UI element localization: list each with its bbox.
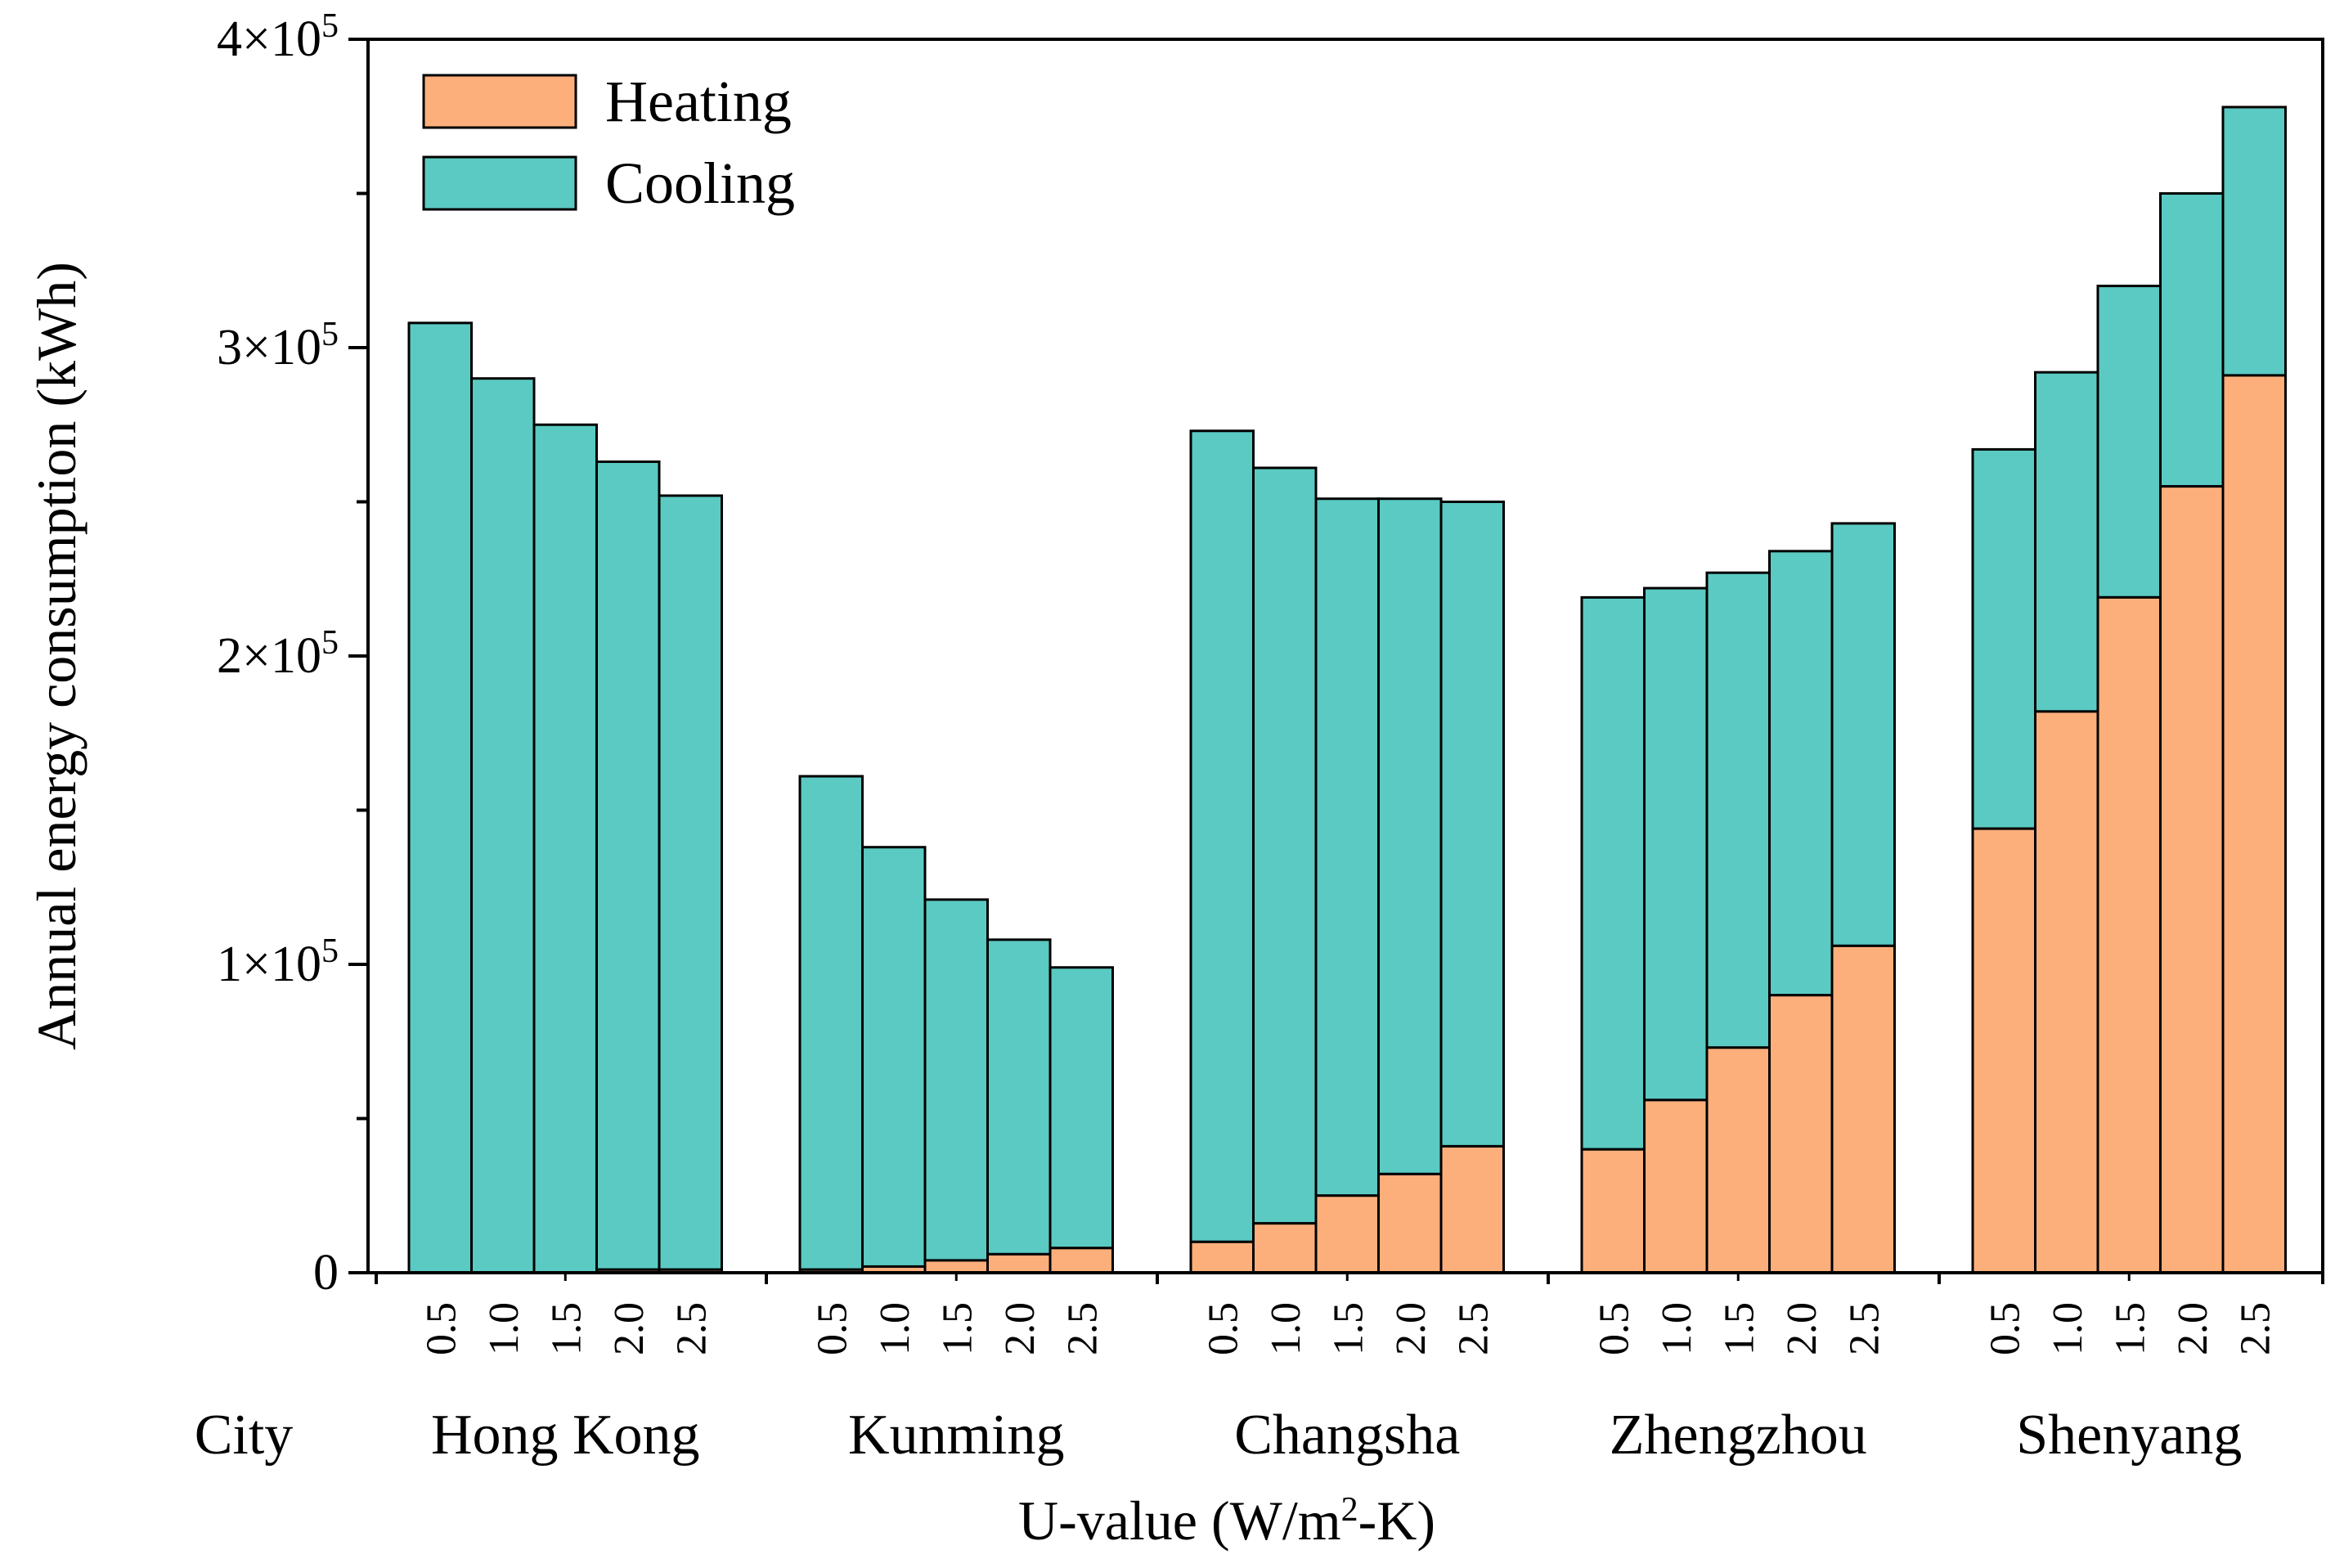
bar-cooling-shenyang-2.5 xyxy=(2221,106,2287,377)
bar-cooling-kunming-0.5 xyxy=(798,775,864,1271)
x-tick-label: 1.5 xyxy=(934,1302,981,1355)
bar-cooling-hong-kong-1.0 xyxy=(470,377,536,1274)
bar-heating-zhengzhou-1.5 xyxy=(1705,1046,1771,1274)
bar-cooling-kunming-2.5 xyxy=(1049,966,1114,1250)
x-tick-label: 1.0 xyxy=(481,1302,528,1355)
bar-heating-zhengzhou-0.5 xyxy=(1580,1148,1646,1274)
bar-cooling-changsha-1.5 xyxy=(1314,497,1380,1197)
x-tick-label: 0.5 xyxy=(1982,1302,2028,1355)
bar-cooling-zhengzhou-1.5 xyxy=(1705,571,1771,1049)
city-label: Kunming xyxy=(848,1404,1064,1467)
city-label: Changsha xyxy=(1234,1404,1460,1467)
x-tick-label: 1.5 xyxy=(1325,1302,1372,1355)
bar-heating-zhengzhou-1.0 xyxy=(1643,1098,1709,1274)
bar-heating-shenyang-0.5 xyxy=(1971,827,2036,1274)
x-tick-label: 1.5 xyxy=(1716,1302,1762,1355)
legend-swatch-cooling xyxy=(422,155,577,211)
y-axis-title: Annual energy consumption (kWh) xyxy=(25,262,88,1050)
bar-heating-changsha-2.0 xyxy=(1377,1172,1443,1274)
y-tick-label: 3×105 xyxy=(217,316,339,375)
bar-heating-shenyang-1.0 xyxy=(2034,710,2099,1274)
x-tick-label: 0.5 xyxy=(418,1302,465,1355)
bar-cooling-changsha-0.5 xyxy=(1189,429,1255,1243)
y-tick-label: 1×105 xyxy=(217,932,339,992)
bar-cooling-hong-kong-1.5 xyxy=(532,423,598,1274)
bar-heating-kunming-2.0 xyxy=(986,1252,1052,1274)
x-tick-label: 2.5 xyxy=(668,1302,715,1355)
legend-swatch-heating xyxy=(422,74,577,129)
city-label: Zhengzhou xyxy=(1610,1404,1867,1467)
y-tick-label: 2×105 xyxy=(217,624,339,684)
bar-cooling-zhengzhou-2.5 xyxy=(1830,522,1896,947)
legend-label-heating: Heating xyxy=(605,69,792,134)
x-tick-label: 1.0 xyxy=(872,1302,918,1355)
x-axis-title: U-value (W/m2-K) xyxy=(1018,1489,1435,1552)
x-tick-label: 1.5 xyxy=(2107,1302,2153,1355)
bar-heating-zhengzhou-2.5 xyxy=(1830,944,1896,1274)
y-tick-label: 0 xyxy=(313,1245,339,1301)
bar-heating-shenyang-1.5 xyxy=(2096,595,2162,1274)
bar-heating-kunming-1.5 xyxy=(923,1259,989,1274)
city-label: Hong Kong xyxy=(431,1404,700,1467)
axes-layer: 0.5 1.0 1.5 2.0 2.5 Hong Kong 0.5 1.0 1.5 2.0 2.5 K… xyxy=(217,7,2324,1467)
bar-cooling-zhengzhou-2.0 xyxy=(1768,550,1834,997)
legend-label-cooling: Cooling xyxy=(605,151,795,216)
x-tick-label: 1.0 xyxy=(1263,1302,1309,1355)
x-tick-label: 0.5 xyxy=(1591,1302,1637,1355)
bar-heating-changsha-2.5 xyxy=(1439,1144,1505,1274)
bar-cooling-kunming-2.0 xyxy=(986,938,1052,1256)
x-tick-label: 1.0 xyxy=(1654,1302,1700,1355)
bar-heating-shenyang-2.5 xyxy=(2221,374,2287,1274)
x-tick-label: 2.5 xyxy=(2232,1302,2279,1355)
bar-cooling-changsha-2.0 xyxy=(1377,497,1443,1175)
bar-cooling-changsha-2.5 xyxy=(1439,501,1505,1148)
bar-cooling-kunming-1.0 xyxy=(861,846,927,1268)
bar-cooling-shenyang-2.0 xyxy=(2159,192,2225,488)
bar-cooling-shenyang-1.0 xyxy=(2034,371,2099,713)
bar-heating-changsha-1.0 xyxy=(1252,1222,1318,1274)
bar-cooling-shenyang-0.5 xyxy=(1971,447,2036,830)
bar-heating-changsha-0.5 xyxy=(1189,1240,1255,1274)
bar-cooling-hong-kong-2.0 xyxy=(595,460,661,1271)
city-axis-label: City xyxy=(195,1404,294,1467)
x-tick-label: 2.0 xyxy=(997,1302,1044,1355)
bar-heating-changsha-1.5 xyxy=(1314,1194,1380,1274)
city-label: Shenyang xyxy=(2016,1404,2242,1467)
bar-cooling-hong-kong-0.5 xyxy=(407,321,473,1274)
bar-cooling-changsha-1.0 xyxy=(1252,466,1318,1225)
x-tick-label: 2.0 xyxy=(2170,1302,2216,1355)
x-tick-label: 2.0 xyxy=(1779,1302,1825,1355)
bar-cooling-hong-kong-2.5 xyxy=(658,494,723,1271)
x-tick-label: 0.5 xyxy=(1200,1302,1246,1355)
x-tick-label: 2.0 xyxy=(606,1302,653,1355)
bar-cooling-kunming-1.5 xyxy=(923,898,989,1262)
bar-heating-kunming-2.5 xyxy=(1049,1247,1114,1274)
x-tick-label: 2.5 xyxy=(1841,1302,1888,1355)
x-tick-label: 2.5 xyxy=(1450,1302,1497,1355)
x-tick-label: 1.5 xyxy=(543,1302,590,1355)
y-tick-label: 4×105 xyxy=(217,7,339,67)
bar-heating-zhengzhou-2.0 xyxy=(1768,994,1834,1274)
bar-heating-shenyang-2.0 xyxy=(2159,485,2225,1274)
x-tick-label: 2.0 xyxy=(1388,1302,1435,1355)
x-tick-label: 1.0 xyxy=(2045,1302,2091,1355)
bar-cooling-zhengzhou-1.0 xyxy=(1643,586,1709,1102)
bar-cooling-zhengzhou-0.5 xyxy=(1580,595,1646,1151)
x-tick-label: 0.5 xyxy=(809,1302,855,1355)
legend: Heating Cooling xyxy=(422,69,795,216)
bar-cooling-shenyang-1.5 xyxy=(2096,285,2162,599)
bars-layer xyxy=(407,106,2287,1274)
x-tick-label: 2.5 xyxy=(1059,1302,1106,1355)
